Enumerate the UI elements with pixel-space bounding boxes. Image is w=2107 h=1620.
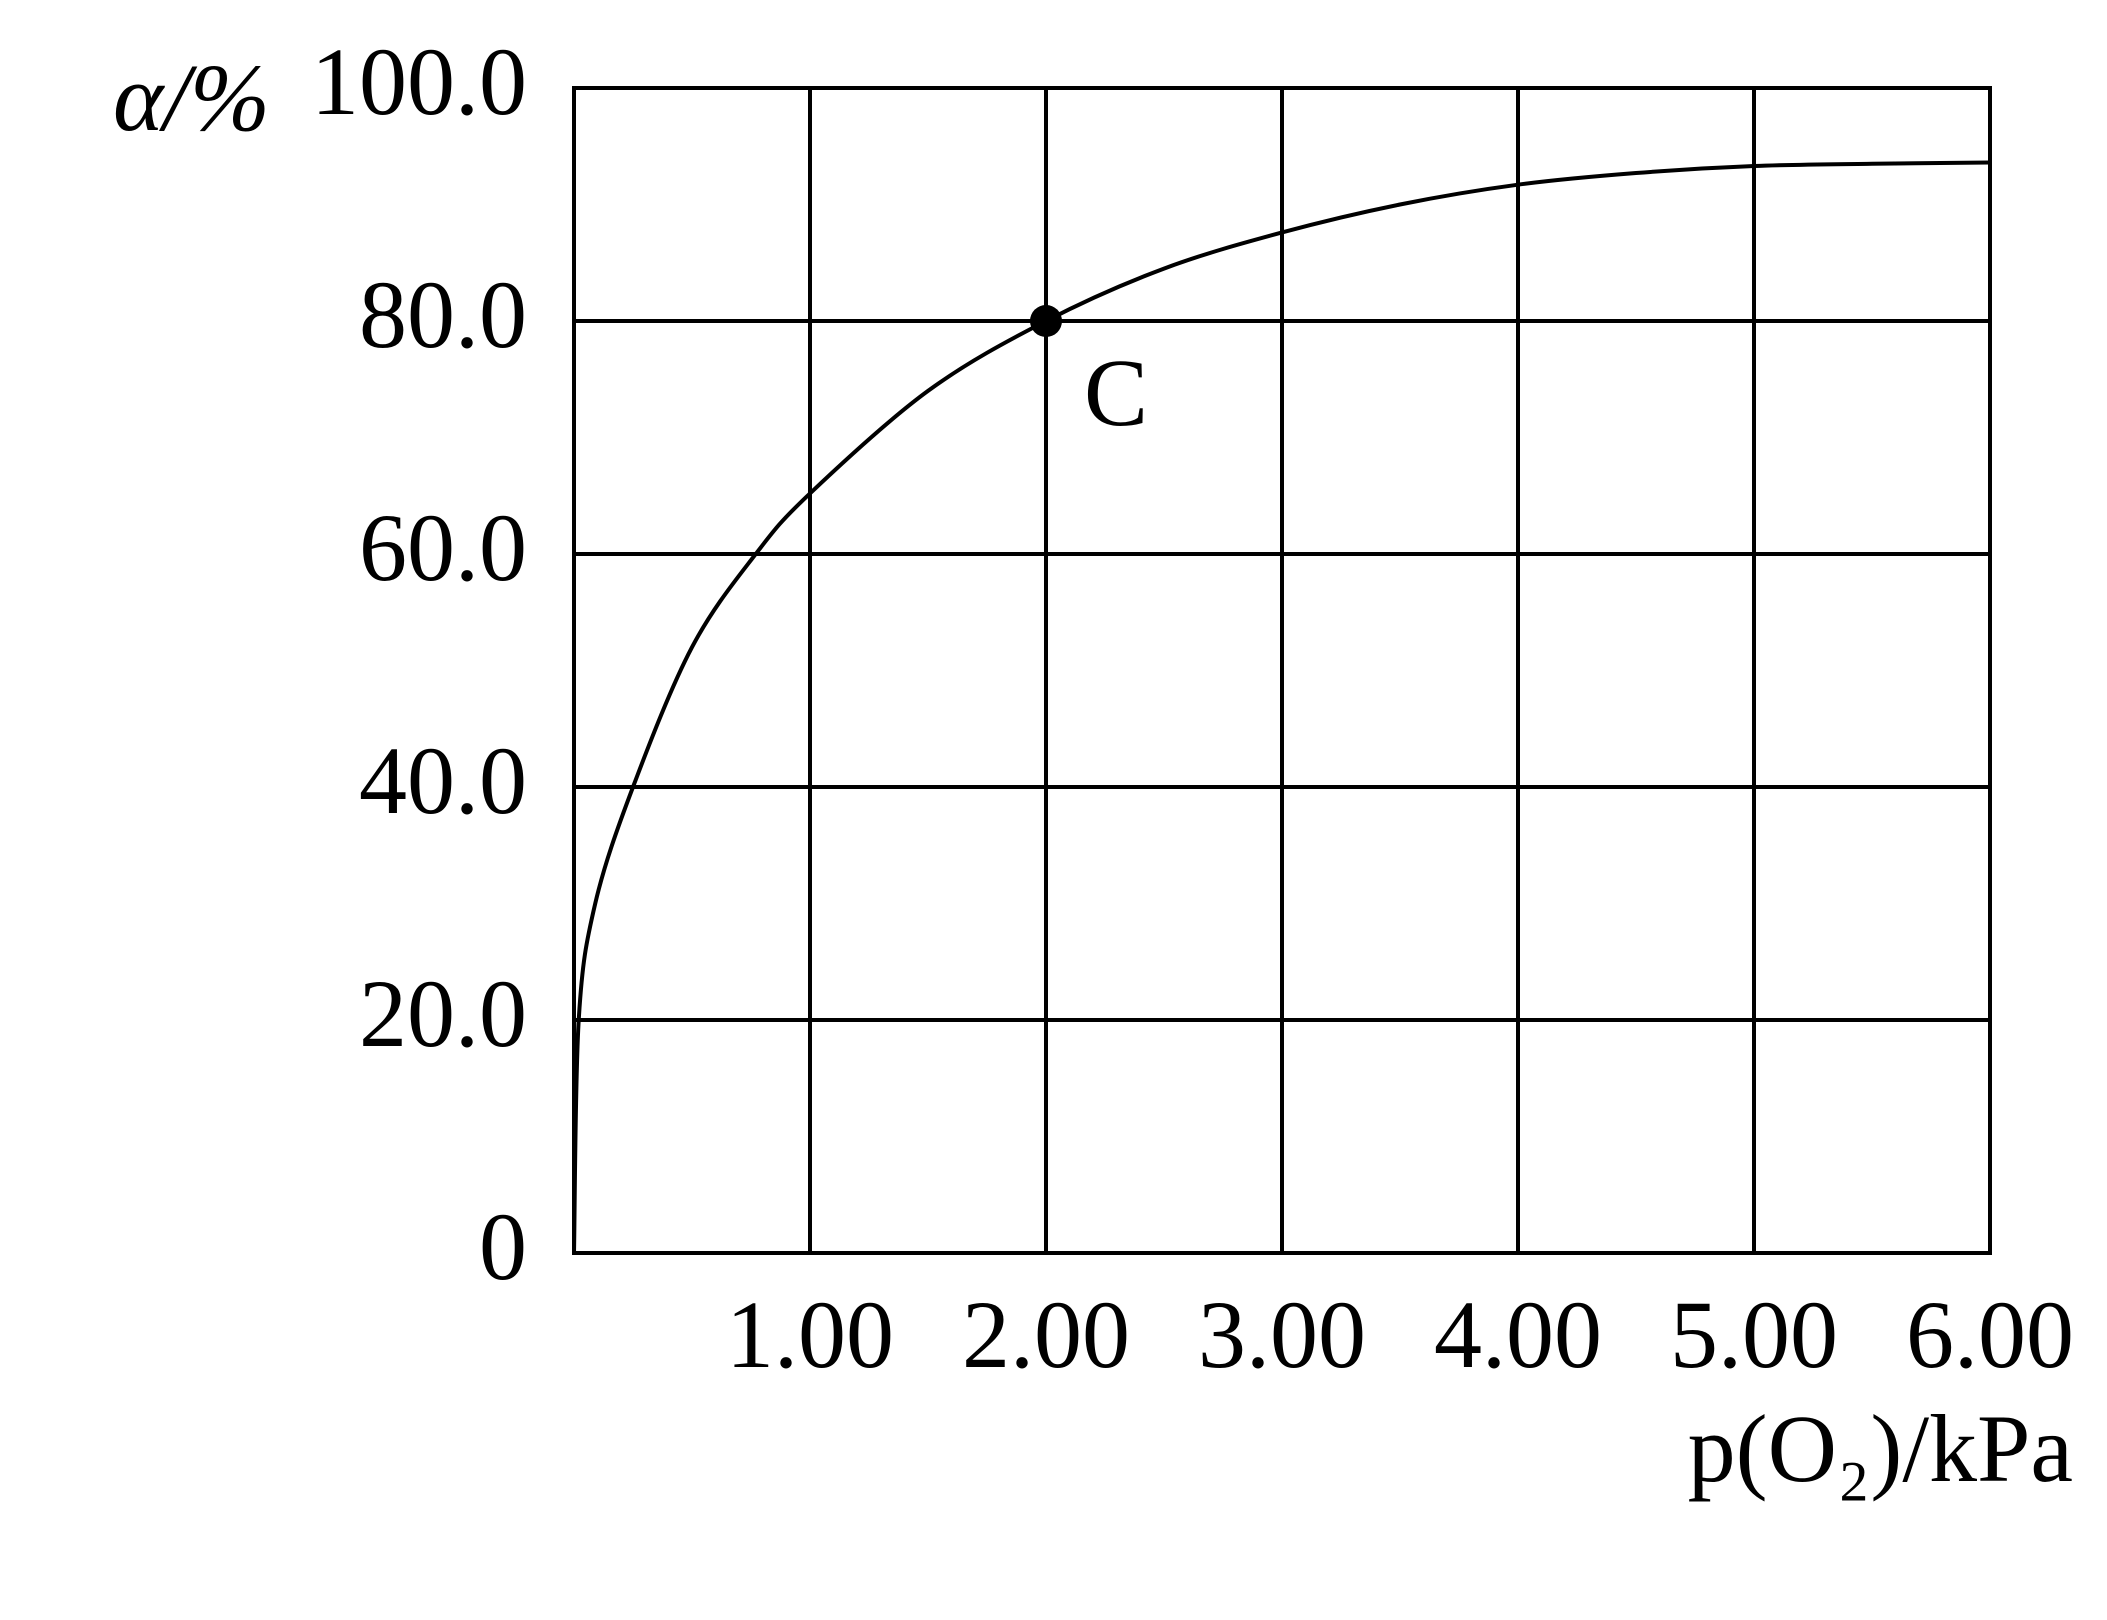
x-tick-label: 3.00 — [1198, 1281, 1366, 1388]
point-marker — [1030, 305, 1062, 337]
y-tick-label: 100.0 — [311, 28, 527, 135]
x-tick-label: 5.00 — [1670, 1281, 1838, 1388]
x-tick-label: 1.00 — [726, 1281, 894, 1388]
y-tick-label: 40.0 — [359, 727, 527, 834]
x-tick-label: 4.00 — [1434, 1281, 1602, 1388]
point-label: C — [1084, 339, 1148, 446]
x-tick-label: 2.00 — [962, 1281, 1130, 1388]
curve — [572, 160, 1991, 1254]
y-axis-title: α/% — [113, 44, 270, 151]
y-tick-label: 80.0 — [359, 261, 527, 368]
x-tick-label: 6.00 — [1906, 1281, 2074, 1388]
y-tick-label: 0 — [479, 1193, 527, 1300]
y-tick-label: 20.0 — [359, 960, 527, 1067]
x-axis-title: p(O₂)/kPa — [1688, 1395, 2073, 1502]
y-tick-label: 60.0 — [359, 494, 527, 601]
